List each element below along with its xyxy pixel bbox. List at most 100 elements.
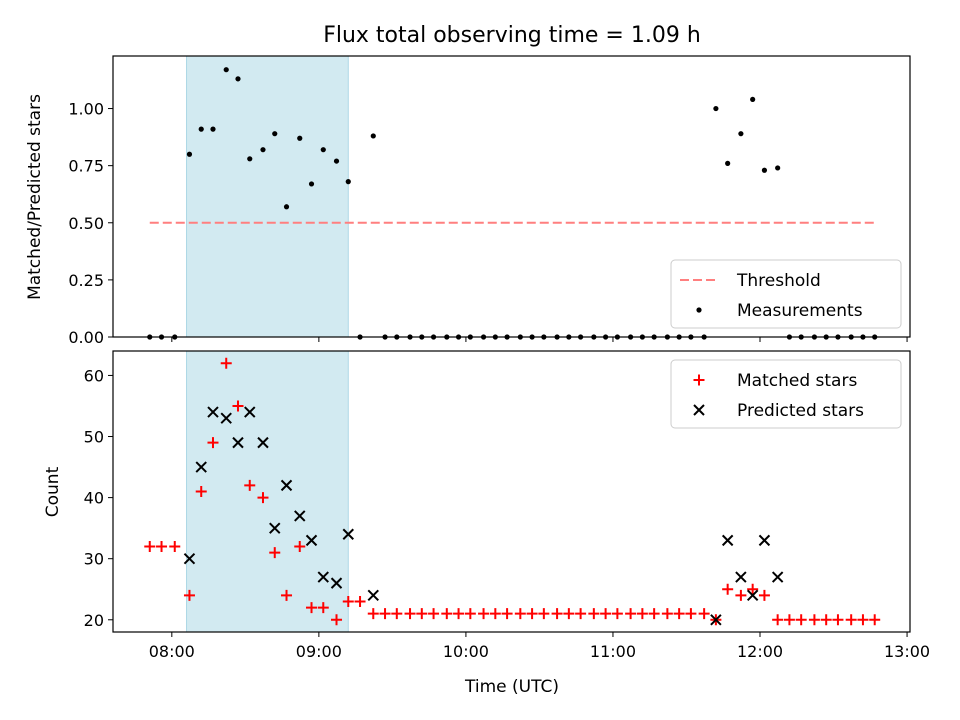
measurement-point (320, 147, 326, 153)
matched-star-point (526, 608, 538, 620)
y-tick-label: 40 (84, 489, 104, 508)
matched-star-point (391, 608, 403, 620)
matched-star-point (342, 595, 354, 607)
predicted-star-point (317, 571, 329, 583)
x-tick-label: 09:00 (296, 642, 342, 661)
measurement-point (370, 133, 376, 139)
measurement-point (186, 151, 193, 157)
predicted-star-point (195, 461, 207, 473)
matched-star-point (367, 608, 379, 620)
matched-star-point (514, 608, 526, 620)
matched-star-point (244, 479, 256, 491)
matched-star-point (563, 608, 575, 620)
x-tick-label: 11:00 (590, 642, 636, 661)
top-plot-panel: 0.00 0.25 0.50 0.75 1.00 Threshold Measurement… (68, 55, 911, 347)
matched-star-point (220, 357, 232, 369)
predicted-star-point (721, 534, 734, 547)
matched-star-point (869, 614, 881, 626)
matched-star-point (685, 608, 697, 620)
legend-box (670, 359, 902, 429)
predicted-star-point (280, 479, 293, 492)
measurement-point (750, 96, 756, 103)
bottom-x-axis-label: Time (UTC) (464, 677, 559, 697)
y-tick-label: 0.25 (68, 271, 104, 290)
legend-predicted-swatch (693, 404, 705, 416)
measurement-point (198, 126, 204, 132)
top-chart-title: Flux total observing time = 1.09 h (323, 23, 701, 48)
predicted-star-point (342, 528, 354, 540)
measurement-point (333, 158, 340, 164)
shaded-observing-interval (186, 55, 349, 338)
x-tick-label: 13:00 (884, 642, 930, 661)
measurement-point (210, 126, 216, 132)
measurement-point (738, 131, 744, 137)
matched-star-point (832, 614, 844, 626)
matched-star-point (625, 608, 637, 620)
legend-box (670, 259, 902, 329)
predicted-star-point (771, 571, 784, 583)
matched-star-point (795, 614, 807, 626)
y-tick-label: 60 (84, 366, 104, 385)
matched-star-point (195, 486, 207, 497)
matched-star-point (379, 608, 391, 620)
y-tick-label: 0.00 (68, 328, 104, 347)
y-tick-label: 20 (84, 611, 104, 630)
matched-star-point (575, 608, 587, 620)
matched-star-point (551, 608, 563, 620)
matched-star-point (588, 608, 600, 620)
matched-star-point (636, 608, 648, 620)
matched-star-point (783, 614, 795, 626)
matched-star-point (661, 608, 673, 620)
legend-measurement-swatch (696, 307, 702, 313)
shaded-observing-interval (186, 350, 349, 633)
bottom-plot-panel: 20 30 40 50 60 08:00 09:00 10:00 11:00 12:00 13:00… (84, 350, 930, 661)
y-tick-label: 0.75 (68, 157, 104, 176)
matched-star-point (722, 583, 734, 595)
measurement-point (260, 147, 266, 153)
matched-star-point (317, 602, 329, 614)
matched-star-point (207, 437, 219, 449)
matched-star-point (857, 614, 869, 626)
matched-star-point (464, 608, 476, 620)
matched-star-point (331, 614, 343, 626)
matched-star-point (257, 492, 269, 504)
matched-star-point (489, 608, 501, 620)
matched-star-point (294, 540, 306, 552)
legend-matched-swatch (693, 374, 705, 386)
axes-frame (112, 55, 911, 338)
matched-star-point (600, 608, 612, 620)
measurement-point (761, 167, 768, 173)
matched-star-point (673, 608, 685, 620)
matched-star-point (648, 608, 660, 620)
measurement-point (713, 105, 719, 112)
predicted-star-point (244, 406, 256, 418)
matched-star-point (538, 608, 550, 620)
predicted-star-point (232, 436, 244, 449)
matched-star-point (416, 608, 428, 620)
measurement-point (235, 76, 241, 82)
measurement-point (775, 165, 781, 171)
matched-star-point (820, 614, 832, 626)
matched-star-point (354, 595, 366, 607)
measurement-point (247, 156, 253, 162)
y-tick-label: 30 (84, 550, 104, 569)
predicted-star-point (746, 589, 759, 602)
predicted-star-point (269, 522, 281, 534)
matched-star-point (501, 608, 513, 620)
legend-label: Predicted stars (737, 401, 864, 421)
predicted-star-point (220, 412, 232, 424)
matched-star-point (183, 589, 195, 601)
matched-star-point (441, 608, 453, 620)
matched-star-point (281, 589, 293, 601)
measurement-point (308, 181, 315, 187)
axes-frame (112, 350, 911, 633)
matched-star-point (232, 400, 244, 412)
measurement-point (272, 131, 278, 137)
matched-star-point (404, 608, 416, 620)
predicted-star-point (367, 589, 379, 602)
bottom-legend: Matched stars Predicted stars (670, 359, 902, 429)
legend-label: Matched stars (737, 371, 857, 391)
matched-star-point (758, 589, 770, 601)
matched-star-point (306, 602, 318, 614)
